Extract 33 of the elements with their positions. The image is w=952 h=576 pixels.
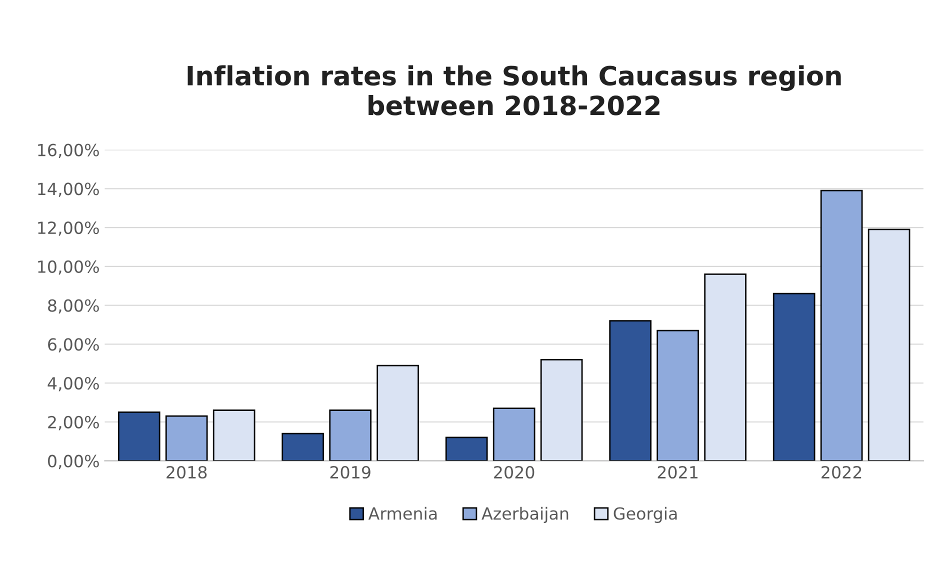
bar (772, 292, 816, 461)
x-tick-label: 2021 (658, 466, 698, 479)
bar (212, 410, 256, 461)
chart-title: Inflation rates in the South Caucasus region between 2018-2022 (188, 65, 841, 116)
bar (282, 432, 324, 461)
bar (820, 190, 863, 461)
bar (656, 330, 699, 461)
y-tick-label: 14,00% (38, 182, 99, 197)
bar (704, 273, 746, 461)
legend-label: Armenia (368, 506, 437, 520)
bar (329, 410, 372, 461)
y-tick-label: 0,00% (48, 454, 99, 470)
x-tick-label: 2020 (494, 466, 534, 479)
bar (540, 359, 583, 461)
y-tick-label: 2,00% (48, 416, 99, 430)
y-tick-label: 12,00% (38, 221, 99, 236)
bar (868, 228, 910, 461)
legend-label: Azerbaijan (482, 506, 568, 524)
bar (165, 415, 208, 461)
y-tick-label: 4,00% (48, 377, 99, 392)
legend-label: Georgia (614, 506, 677, 524)
y-tick-label: 10,00% (38, 260, 99, 275)
x-tick-label: 2019 (330, 466, 370, 479)
bar (609, 320, 652, 461)
x-tick-label: 2018 (166, 466, 207, 479)
bar (492, 408, 536, 461)
bar (445, 436, 488, 461)
y-tick-label: 8,00% (48, 299, 99, 314)
x-tick-label: 2022 (822, 466, 862, 479)
y-tick-label: 6,00% (48, 338, 99, 352)
y-tick-label: 16,00% (38, 144, 99, 158)
bar (118, 412, 160, 461)
bar (376, 364, 419, 461)
